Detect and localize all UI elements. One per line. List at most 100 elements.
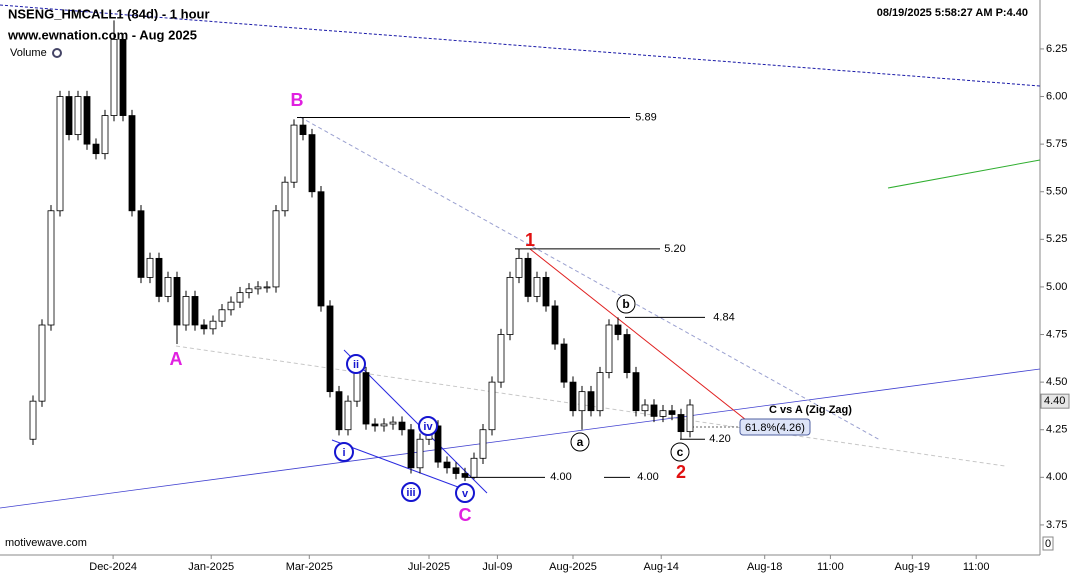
y-tick-label: 6.00 [1046, 90, 1067, 102]
candle-body [191, 296, 199, 326]
candle-body [686, 404, 694, 433]
candle-body [650, 404, 658, 417]
candle-body [452, 467, 460, 474]
y-tick-label: 3.75 [1046, 519, 1067, 531]
candle-body [56, 96, 64, 212]
candle-body [434, 425, 442, 463]
y-tick-label: 5.75 [1046, 138, 1067, 150]
candle-body [236, 292, 244, 303]
candle-body [362, 372, 370, 425]
candle-body [263, 286, 271, 289]
level-label: 4.84 [713, 311, 734, 323]
candle-body [182, 296, 190, 326]
wave-label: v [462, 488, 469, 500]
current-price-label: 4.40 [1044, 395, 1065, 407]
candle-body [398, 421, 406, 431]
candle-body [479, 429, 487, 459]
level-label: 4.00 [637, 471, 658, 483]
candle-body [524, 257, 532, 297]
trend-line [529, 248, 766, 436]
candle-body [623, 334, 631, 374]
wave-label: 1 [525, 230, 535, 250]
candle-body [578, 391, 586, 412]
candle-body [119, 39, 127, 116]
candle-body [596, 372, 604, 412]
candle-body [227, 301, 235, 311]
candle-body [137, 210, 145, 278]
level-label: 4.00 [550, 471, 571, 483]
candle-body [38, 324, 46, 402]
candle-body [443, 461, 451, 469]
candle-body [344, 400, 352, 431]
candle-body [281, 181, 289, 212]
candle-body [569, 381, 577, 412]
candle-body [110, 39, 118, 116]
candle-body [533, 277, 541, 297]
volume-axis-label: 0 [1045, 538, 1051, 550]
level-label: 5.20 [664, 243, 685, 255]
volume-axis-box [1042, 536, 1054, 551]
candle-body [542, 277, 550, 307]
candle-body [209, 320, 217, 330]
candle-body [470, 457, 478, 478]
candle-body [272, 210, 280, 288]
candle-body [83, 96, 91, 145]
candle-body [659, 410, 667, 417]
y-tick-label: 4.50 [1046, 376, 1067, 388]
annotation: C vs A (Zig Zag) [769, 404, 852, 416]
candle-body [587, 391, 595, 412]
candle-body [488, 381, 496, 431]
timestamp: 08/19/2025 5:58:27 AM P:4.40 [877, 7, 1028, 19]
candle-body [668, 410, 676, 415]
candle-body [416, 438, 424, 469]
candle-body [164, 277, 172, 297]
candle-body [560, 343, 568, 383]
wave-label: b [622, 297, 629, 311]
candle-body [677, 414, 685, 433]
candle-body [29, 400, 37, 440]
x-tick-label: Dec-2024 [89, 561, 137, 573]
candle-body [92, 143, 100, 155]
candle-body [65, 96, 73, 136]
trend-line [0, 368, 1041, 509]
y-tick-label: 5.25 [1046, 233, 1067, 245]
y-tick-label: 5.00 [1046, 281, 1067, 293]
wave-circle [346, 354, 366, 374]
candle-body [254, 286, 262, 290]
candle-body [200, 324, 208, 330]
candle-body [371, 423, 379, 427]
wave-circle [670, 442, 690, 462]
candle-body [128, 115, 136, 212]
candle-body [353, 372, 361, 402]
settings-icon[interactable] [52, 48, 62, 58]
candle-body [308, 134, 316, 193]
x-tick-label: Aug-14 [643, 561, 678, 573]
wave-circle [570, 432, 590, 452]
candle-body [290, 124, 298, 183]
fib-box [739, 418, 811, 436]
candle-body [497, 334, 505, 383]
candle-body [218, 309, 226, 322]
candle-body [641, 404, 649, 412]
wave-circle [401, 482, 421, 502]
y-tick-label: 4.25 [1046, 424, 1067, 436]
candle-body [407, 429, 415, 469]
wave-label: c [677, 445, 684, 459]
candle-body [380, 423, 388, 427]
candle-body [551, 305, 559, 345]
y-tick-label: 4.00 [1046, 471, 1067, 483]
wave-circle [616, 294, 636, 314]
wave-label: C [459, 505, 472, 525]
y-tick-label: 4.75 [1046, 328, 1067, 340]
candle-body [326, 305, 334, 393]
wave-label: iii [406, 487, 415, 499]
x-tick-label: 11:00 [963, 561, 990, 573]
candle-body [47, 210, 55, 326]
candle-body [335, 391, 343, 431]
x-tick-label: Aug-18 [747, 561, 782, 573]
wave-label: B [291, 90, 304, 110]
wave-circle [455, 483, 475, 503]
candle-body [506, 277, 514, 335]
trend-line [0, 4, 1041, 87]
